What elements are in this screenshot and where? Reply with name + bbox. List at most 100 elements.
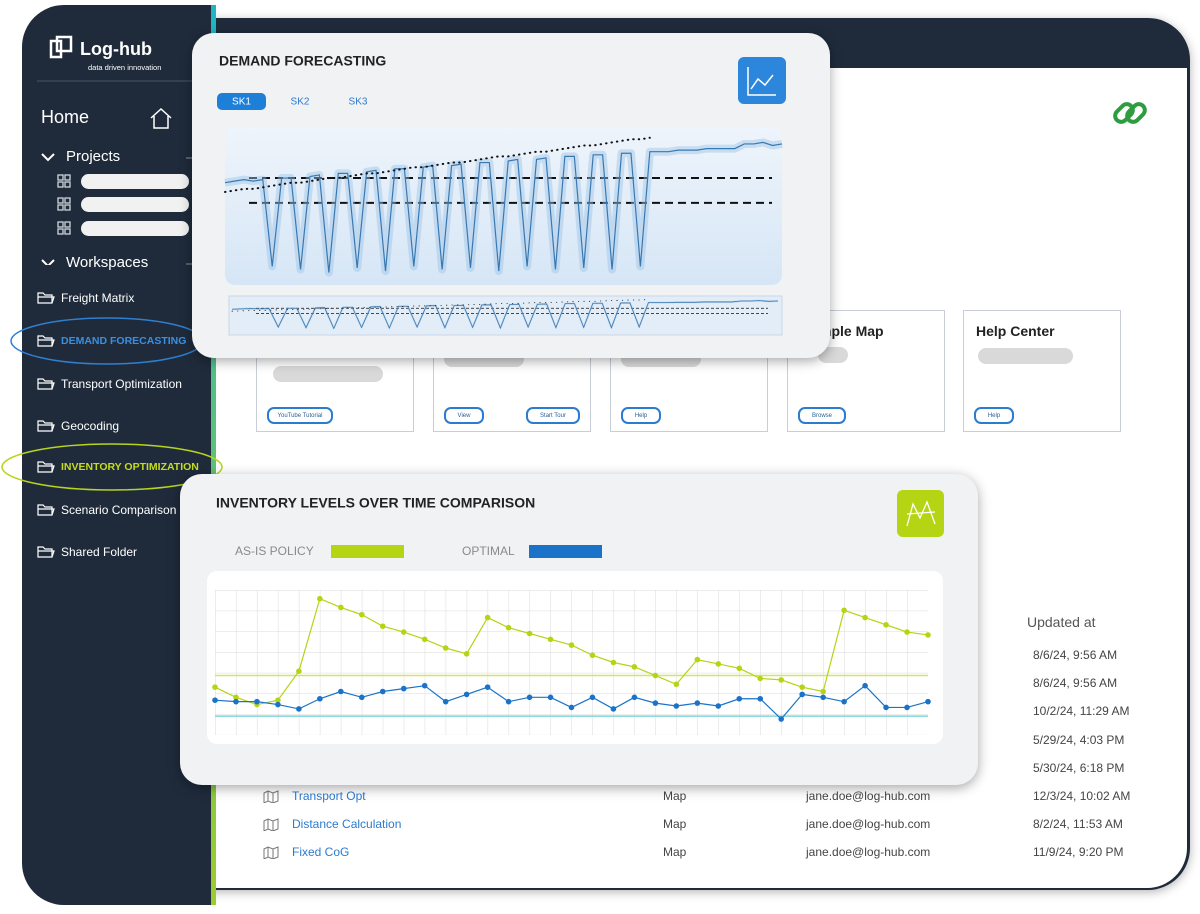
card-button[interactable]: Browse <box>798 407 846 424</box>
workspace-label: Shared Folder <box>61 545 138 559</box>
point <box>925 632 931 638</box>
point <box>841 607 847 614</box>
point <box>694 700 701 706</box>
point <box>904 629 910 635</box>
point <box>338 688 344 695</box>
card-button[interactable]: Start Tour <box>526 407 580 424</box>
folder-icon <box>37 420 55 432</box>
point <box>421 636 428 643</box>
point <box>400 629 407 635</box>
demand-chart: DEMAND FORECASTING SK1 SK2 SK3 <box>217 53 786 336</box>
point <box>778 677 785 683</box>
workspace-item[interactable]: DEMAND FORECASTING <box>37 331 186 351</box>
point <box>715 703 722 709</box>
workspace-item[interactable]: Scenario Comparison <box>37 500 176 520</box>
workspace-item[interactable]: Shared Folder <box>37 542 137 562</box>
point <box>547 694 554 701</box>
series-line <box>224 141 783 273</box>
placeholder <box>273 366 383 382</box>
point <box>421 682 428 689</box>
trend-line <box>224 136 651 193</box>
tab[interactable]: SK1 <box>232 97 251 108</box>
point <box>547 636 554 643</box>
plot-area <box>225 127 782 285</box>
table-header: Updated at <box>1027 614 1096 630</box>
row-name[interactable]: Fixed CoG <box>292 845 350 860</box>
point <box>673 681 680 688</box>
point <box>358 694 365 701</box>
map-icon <box>263 818 279 832</box>
point <box>610 659 617 666</box>
navigator-series <box>231 299 779 330</box>
point <box>883 704 889 711</box>
workspace-item[interactable]: Transport Optimization <box>37 374 182 394</box>
row-owner: jane.doe@log-hub.com <box>806 817 931 832</box>
folder-icon <box>37 461 55 473</box>
row-owner: jane.doe@log-hub.com <box>806 845 931 860</box>
point <box>358 611 365 618</box>
point <box>883 622 889 628</box>
point <box>904 704 910 711</box>
placeholder <box>978 348 1073 364</box>
logo-tagline: data driven innovation <box>88 63 162 72</box>
sidebar-edge <box>211 5 216 905</box>
row-updated: 8/6/24, 9:56 AM <box>1033 676 1118 691</box>
point <box>317 595 323 602</box>
workspace-label: DEMAND FORECASTING <box>61 335 187 347</box>
point <box>484 684 491 690</box>
grid <box>215 590 928 735</box>
point <box>212 697 218 703</box>
tab[interactable]: SK3 <box>349 97 368 108</box>
row-name[interactable]: Transport Opt <box>292 789 366 803</box>
chart-title: DEMAND FORECASTING <box>219 53 386 69</box>
point <box>694 656 701 663</box>
sidebar-icons <box>37 35 192 265</box>
card-button[interactable]: YouTube Tutorial <box>267 407 333 424</box>
point <box>275 701 281 708</box>
nav-projects[interactable]: Projects <box>66 148 121 165</box>
inventory-card: INVENTORY LEVELS OVER TIME COMPARISON AS… <box>180 474 978 785</box>
card-button[interactable]: Help <box>621 407 661 424</box>
point <box>526 694 533 701</box>
point <box>212 684 218 690</box>
row-updated: 8/2/24, 11:53 AM <box>1033 817 1123 832</box>
card-button[interactable]: View <box>444 407 484 424</box>
point <box>379 688 386 695</box>
series-line <box>231 300 779 330</box>
point <box>820 688 826 695</box>
card-button[interactable]: Help <box>974 407 1014 424</box>
workspace-label: Scenario Comparison <box>61 503 177 517</box>
nav-workspaces[interactable]: Workspaces <box>66 254 149 271</box>
nav-home[interactable]: Home <box>41 107 90 127</box>
workspace-label: Transport Optimization <box>61 377 182 391</box>
card: Help Center Help <box>963 310 1121 432</box>
point <box>379 623 386 630</box>
map-icon <box>263 790 279 803</box>
point <box>589 652 596 659</box>
workspace-item[interactable]: Freight Matrix <box>37 288 134 308</box>
point <box>778 716 785 722</box>
workspace-item[interactable]: Geocoding <box>37 416 119 436</box>
workspace-item[interactable]: INVENTORY OPTIMIZATION <box>37 457 199 477</box>
point <box>233 694 239 701</box>
point <box>317 695 323 702</box>
row-name[interactable]: Distance Calculation <box>292 817 402 832</box>
point <box>631 664 638 670</box>
tab-active <box>217 93 266 110</box>
folder-icon <box>37 378 55 390</box>
point <box>589 694 596 701</box>
point <box>799 684 805 690</box>
trend-line <box>231 299 649 312</box>
point <box>505 624 512 631</box>
point <box>442 645 449 651</box>
point <box>757 675 764 682</box>
row-updated: 12/3/24, 10:02 AM <box>1033 789 1131 803</box>
point <box>296 706 302 712</box>
point <box>610 706 617 712</box>
workspace-label: Freight Matrix <box>61 291 135 305</box>
legend-swatch <box>529 545 602 558</box>
placeholder <box>818 347 848 363</box>
legend-label: AS-IS POLICY <box>235 544 314 558</box>
tab[interactable]: SK2 <box>291 97 310 108</box>
point <box>568 704 575 711</box>
